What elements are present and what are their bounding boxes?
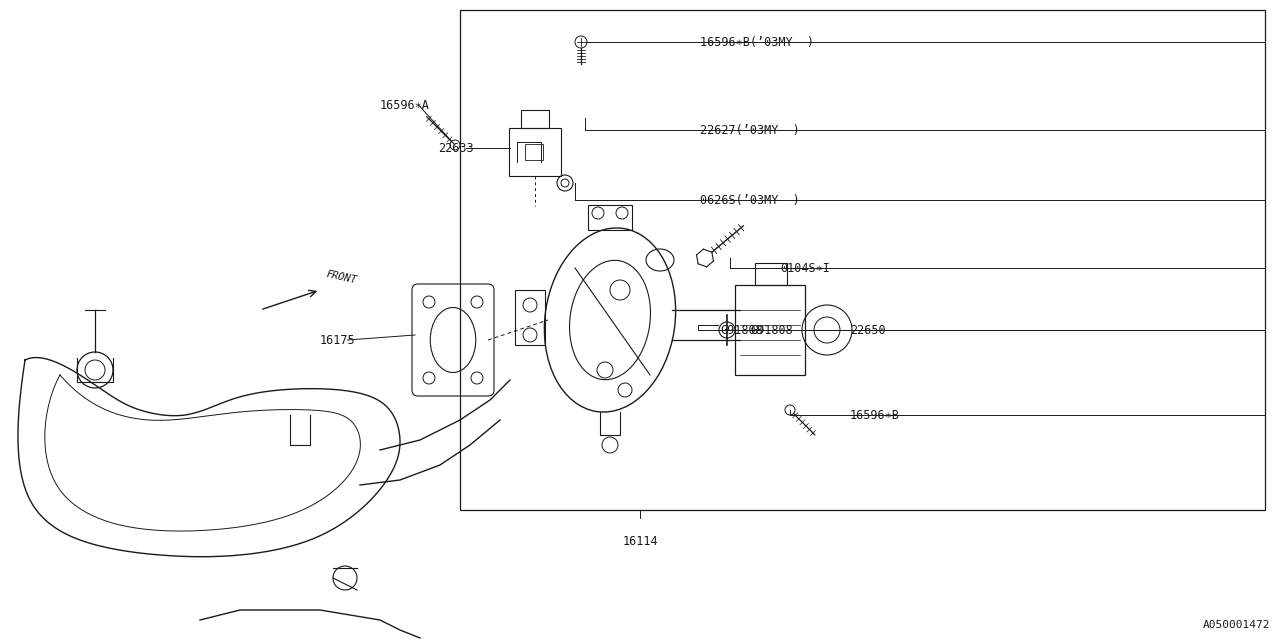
Text: G91808: G91808 [750, 323, 792, 337]
Bar [525, 144, 543, 160]
Text: 16175: 16175 [320, 333, 356, 346]
Text: A050001472: A050001472 [1202, 620, 1270, 630]
Text: 0626S(’03MY- ): 0626S(’03MY- ) [700, 193, 800, 207]
Text: 16596∗A: 16596∗A [380, 99, 430, 111]
Text: 16114: 16114 [622, 535, 658, 548]
Bar [460, 10, 1265, 510]
Text: FRONT: FRONT [325, 269, 357, 285]
Bar [588, 205, 632, 230]
Bar [521, 110, 549, 128]
Text: 0104S∗I: 0104S∗I [780, 262, 829, 275]
Bar [755, 263, 787, 285]
Bar [735, 285, 805, 375]
Bar [509, 128, 561, 176]
Text: G91808: G91808 [721, 323, 763, 337]
Text: 22633: 22633 [438, 141, 474, 154]
Text: 16596∗B(’03MY- ): 16596∗B(’03MY- ) [700, 35, 814, 49]
Text: 22650: 22650 [850, 323, 886, 337]
Bar [515, 290, 545, 345]
Text: 22627(’03MY- ): 22627(’03MY- ) [700, 124, 800, 136]
Text: 16596∗B: 16596∗B [850, 408, 900, 422]
